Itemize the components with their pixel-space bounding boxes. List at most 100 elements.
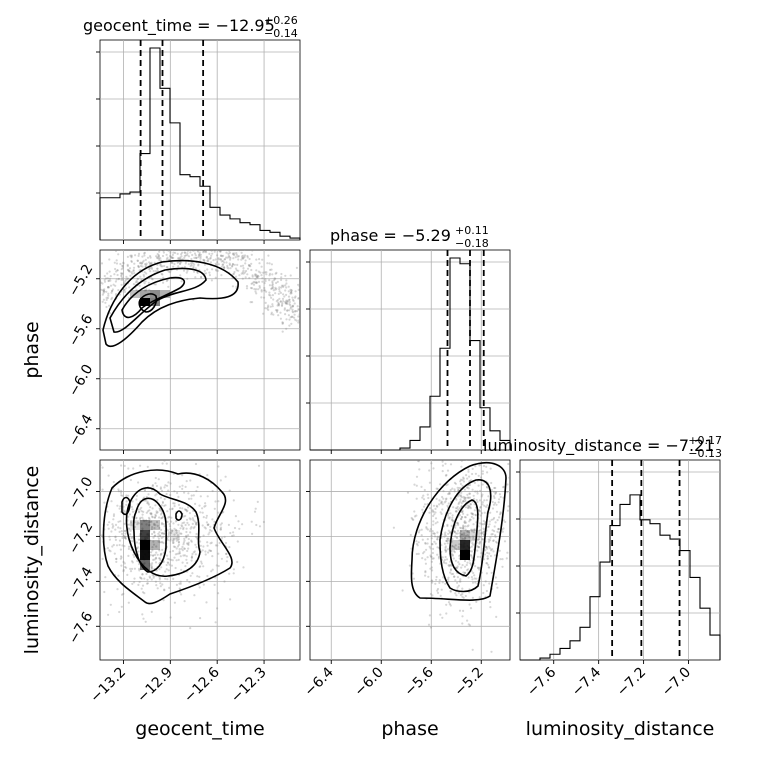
sample-point [104, 277, 108, 280]
sample-point [93, 499, 95, 501]
sample-point [248, 257, 251, 261]
sample-point [185, 508, 188, 512]
sample-point [202, 583, 205, 586]
sample-point [516, 494, 518, 496]
sample-point [254, 273, 257, 276]
sample-point [167, 489, 170, 492]
sample-point [213, 583, 216, 587]
sample-point [132, 266, 136, 269]
sample-point [153, 523, 156, 526]
sample-point [159, 487, 162, 490]
sample-point [172, 577, 175, 581]
sample-point [206, 474, 209, 477]
sample-point [143, 577, 146, 580]
sample-point [444, 462, 447, 465]
sample-point [146, 250, 149, 252]
tick-label-y: −7.6 [66, 609, 97, 647]
sample-point [183, 547, 186, 550]
sample-point [159, 264, 162, 267]
sample-point [165, 462, 168, 465]
sample-point [236, 560, 239, 564]
sample-point [193, 246, 195, 248]
sample-point [223, 266, 226, 269]
sample-point [286, 300, 289, 303]
sample-point [172, 251, 175, 254]
sample-point [168, 531, 171, 534]
sample-point [165, 243, 167, 245]
sample-point [223, 261, 226, 264]
sample-point [217, 592, 220, 595]
sample-point [424, 570, 427, 573]
sample-point [154, 556, 158, 560]
sample-point [251, 282, 254, 285]
sample-point [426, 522, 429, 525]
sample-point [243, 256, 246, 259]
sample-point [167, 534, 170, 537]
sample-point [123, 281, 126, 284]
sample-point [445, 498, 448, 501]
sample-point [274, 272, 277, 275]
sample-point [275, 281, 278, 285]
sample-point [191, 250, 194, 252]
sample-point [187, 497, 191, 500]
sample-point [107, 286, 111, 289]
sample-point [262, 271, 265, 274]
sample-point [191, 243, 193, 245]
sample-point [206, 268, 209, 271]
sample-point [158, 250, 161, 253]
sample-point [456, 486, 459, 489]
sample-point [422, 498, 426, 501]
sample-point [512, 483, 514, 485]
sample-point [112, 518, 115, 521]
sample-point [106, 523, 109, 526]
sample-point [449, 569, 453, 572]
sample-point [271, 281, 274, 284]
sample-point [194, 535, 197, 539]
sample-point [436, 487, 439, 490]
sample-point [265, 290, 268, 293]
sample-point [464, 525, 467, 528]
sample-point [153, 553, 157, 557]
sample-point [198, 254, 201, 257]
sample-point [123, 288, 126, 291]
sample-point [454, 579, 457, 582]
sample-point [166, 266, 169, 269]
sample-point [445, 421, 447, 423]
sample-point [270, 313, 273, 316]
sample-point [227, 523, 230, 527]
sample-point [126, 263, 129, 266]
sample-point [144, 265, 147, 268]
xlabel-luminosity-distance: luminosity_distance [526, 718, 715, 740]
sample-point [207, 523, 210, 526]
tick-label-x: −12.6 [181, 664, 223, 706]
sample-point [217, 511, 220, 514]
sample-point [150, 261, 153, 264]
sample-point [143, 489, 146, 492]
sample-point [201, 243, 203, 245]
sample-point [268, 291, 271, 294]
sample-point [266, 262, 269, 265]
sample-point [117, 289, 120, 292]
sample-point [271, 285, 274, 288]
sample-point [182, 526, 185, 529]
sample-point [246, 267, 250, 270]
sample-point [161, 532, 164, 535]
sample-point [131, 561, 134, 564]
sample-point [108, 549, 111, 552]
sample-point [180, 568, 183, 572]
sample-point [157, 254, 160, 257]
sample-point [168, 250, 171, 252]
sample-point [169, 254, 172, 257]
sample-point [205, 256, 208, 259]
sample-point [203, 244, 205, 246]
sample-point [209, 528, 212, 532]
sample-point [260, 274, 263, 277]
sample-point [284, 274, 287, 277]
sample-point [205, 272, 208, 275]
sample-point [428, 469, 431, 472]
sample-point [280, 278, 283, 282]
title-plus: +0.11 [455, 224, 489, 237]
sample-point [461, 615, 464, 618]
sample-point [181, 549, 184, 552]
sample-point [232, 531, 235, 534]
